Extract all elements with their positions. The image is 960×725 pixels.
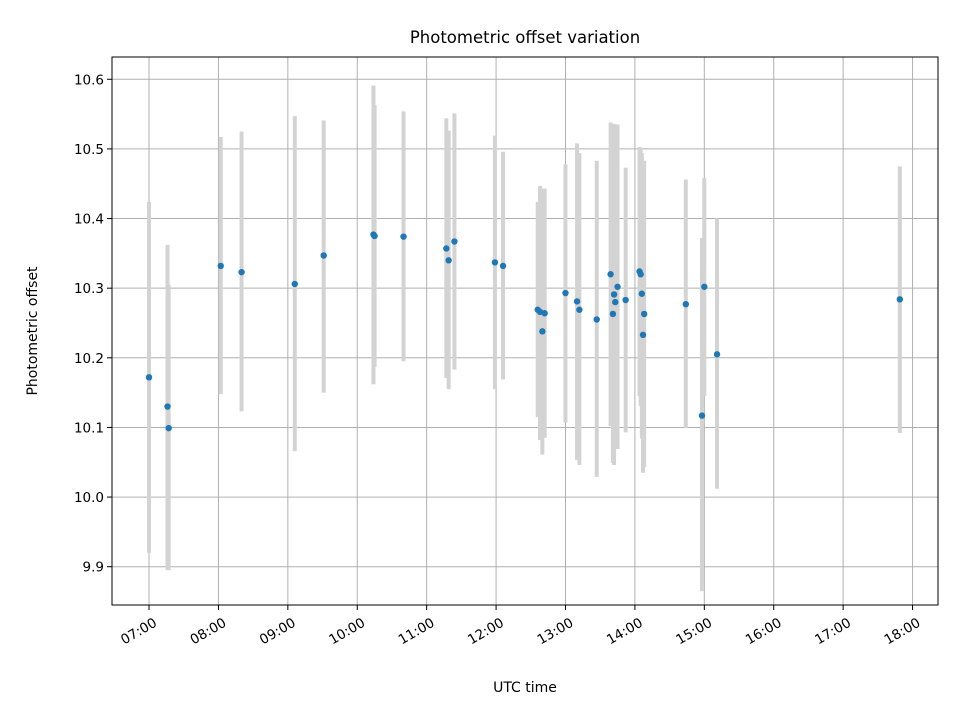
y-tick-label: 10.1 (74, 420, 104, 436)
data-point (443, 245, 450, 252)
data-point (607, 271, 614, 278)
data-point (562, 289, 569, 297)
data-point (614, 283, 621, 290)
data-point (573, 298, 581, 305)
data-point (622, 296, 629, 304)
y-tick-label: 10.6 (74, 72, 104, 88)
y-tick-label: 10.5 (74, 142, 104, 158)
data-point (499, 262, 507, 270)
data-point (491, 259, 499, 266)
data-point (445, 257, 452, 264)
y-tick-label: 10.0 (74, 490, 104, 506)
data-point (164, 403, 171, 410)
data-point (217, 262, 224, 270)
data-point (610, 291, 618, 298)
data-point (451, 238, 458, 245)
data-point (291, 280, 298, 288)
y-tick-label: 10.4 (74, 212, 104, 228)
y-tick-label: 10.2 (74, 351, 104, 367)
y-axis-label: Photometric offset (25, 266, 41, 396)
data-point (320, 252, 327, 259)
data-point (400, 233, 407, 240)
data-point (165, 424, 172, 432)
data-point (698, 412, 706, 419)
data-point (541, 310, 548, 317)
y-tick-label: 10.3 (74, 281, 104, 297)
data-point (713, 351, 721, 358)
data-point (593, 316, 600, 323)
plot-frame (111, 56, 939, 606)
y-tick-label: 9.9 (83, 560, 104, 576)
data-point (896, 296, 904, 303)
data-point (701, 283, 708, 290)
data-point (638, 290, 646, 297)
x-axis-label: UTC time (493, 680, 557, 696)
data-point (640, 310, 648, 318)
data-point (145, 374, 153, 381)
data-point (612, 298, 619, 306)
data-point (682, 300, 690, 308)
data-point (576, 306, 583, 313)
data-point (609, 310, 617, 318)
point-layer (145, 231, 904, 432)
data-point (639, 331, 647, 339)
chart-title: Photometric offset variation (410, 28, 640, 47)
data-point (539, 328, 546, 335)
data-point (238, 268, 245, 276)
data-point (371, 232, 378, 240)
data-point (637, 271, 644, 278)
